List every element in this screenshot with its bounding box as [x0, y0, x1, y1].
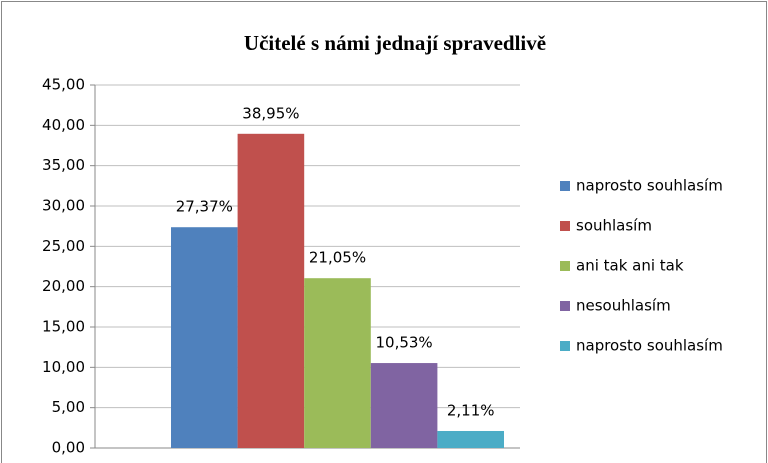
- legend-swatch: [560, 221, 570, 231]
- y-tick-label: 35,00: [42, 156, 85, 174]
- legend-label: nesouhlasím: [576, 297, 671, 315]
- value-label: 10,53%: [375, 334, 432, 352]
- y-tick-label: 5,00: [52, 398, 85, 416]
- y-tick-label: 10,00: [42, 358, 85, 376]
- legend-label: naprosto souhlasím: [576, 337, 723, 355]
- value-label: 2,11%: [447, 401, 495, 419]
- y-tick-label: 25,00: [42, 237, 85, 255]
- y-tick-label: 30,00: [42, 197, 85, 215]
- legend-swatch: [560, 341, 570, 351]
- legend-label: souhlasím: [576, 217, 652, 235]
- y-tick-label: 20,00: [42, 277, 85, 295]
- y-tick-label: 15,00: [42, 318, 85, 336]
- bar: [171, 227, 238, 448]
- value-label: 38,95%: [242, 104, 299, 122]
- chart-title: Učitelé s námi jednají spravedlivě: [244, 31, 546, 55]
- legend-swatch: [560, 301, 570, 311]
- legend-label: ani tak ani tak: [576, 257, 684, 275]
- value-label: 21,05%: [309, 249, 366, 267]
- value-label: 27,37%: [176, 198, 233, 216]
- legend-swatch: [560, 181, 570, 191]
- bar: [237, 133, 305, 448]
- legend-swatch: [560, 261, 570, 271]
- bar: [370, 363, 438, 448]
- legend-label: naprosto souhlasím: [576, 177, 723, 195]
- y-tick-label: 0,00: [52, 439, 85, 457]
- y-tick-label: 40,00: [42, 116, 85, 134]
- bar: [437, 430, 504, 448]
- bar: [304, 278, 371, 448]
- y-tick-label: 45,00: [42, 76, 85, 94]
